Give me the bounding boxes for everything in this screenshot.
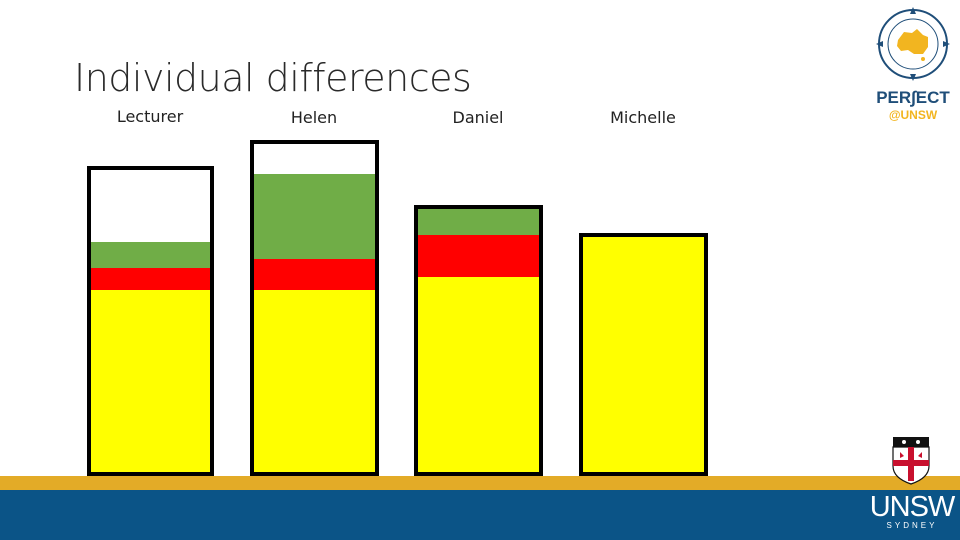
bar-segment-yellow <box>254 289 375 472</box>
column-label-michelle: Michelle <box>610 108 676 127</box>
bar-segment-red <box>254 258 375 290</box>
column-label-lecturer: Lecturer <box>116 107 184 126</box>
unsw-sydney-label: SYDNEY <box>886 521 938 530</box>
bar-segment-red <box>91 268 210 290</box>
stacked-column-helen <box>250 140 379 476</box>
bar-segment-green <box>254 173 375 259</box>
bar-segment-white <box>254 144 375 174</box>
unsw-crest-icon <box>892 437 930 485</box>
slide-title: Individual differences <box>74 56 472 100</box>
unsw-wordmark: UNSW <box>869 491 956 523</box>
bar-segment-yellow <box>583 237 704 472</box>
stacked-column-lecturer <box>87 166 214 476</box>
bar-segment-yellow <box>418 276 539 472</box>
bar-segment-yellow <box>91 289 210 472</box>
column-label-daniel: Daniel <box>452 108 504 127</box>
perfect-unsw-logo: PER∫ECT @UNSW <box>876 7 950 122</box>
column-label-helen: Helen <box>290 108 338 127</box>
perfect-logo-subtext: @UNSW <box>889 108 938 122</box>
footer-gold-band <box>0 476 960 490</box>
stacked-column-michelle <box>579 233 708 476</box>
footer-blue-band <box>0 490 960 540</box>
stacked-column-daniel <box>414 205 543 476</box>
bar-segment-white <box>91 170 210 243</box>
bar-segment-green <box>91 242 210 269</box>
perfect-logo-text: PER∫ECT <box>876 88 950 107</box>
bar-segment-red <box>418 234 539 277</box>
bar-segment-green <box>418 209 539 235</box>
